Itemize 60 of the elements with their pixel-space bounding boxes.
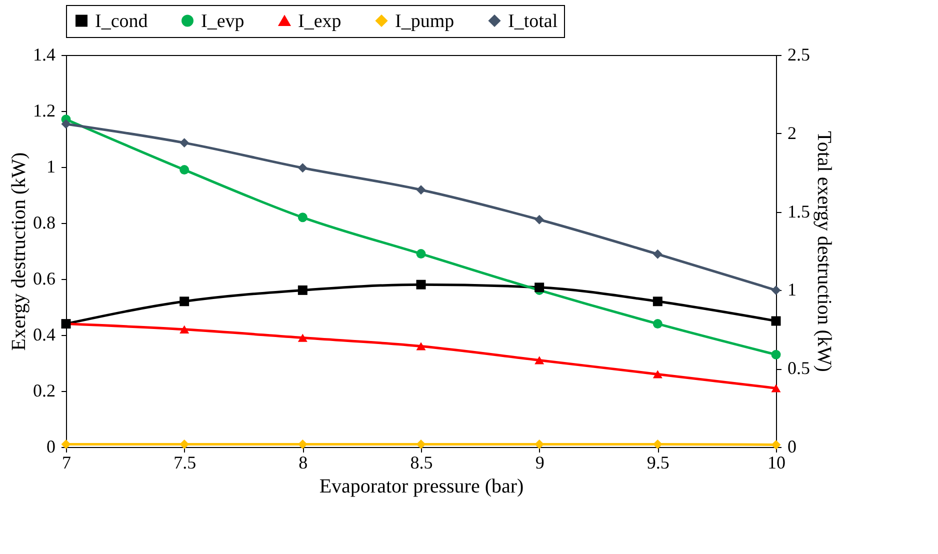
point bbox=[298, 334, 308, 342]
point bbox=[416, 249, 426, 259]
point bbox=[298, 212, 308, 222]
point bbox=[180, 296, 190, 306]
y-tick-label: 0.6 bbox=[33, 268, 56, 288]
x-tick-label: 7.5 bbox=[174, 452, 196, 472]
y2-axis-title: Total exergy destruction (kW) bbox=[813, 131, 835, 372]
legend-label: I_total bbox=[508, 10, 558, 32]
legend-label: I_pump bbox=[395, 10, 454, 32]
y-tick-label: 0 bbox=[46, 436, 56, 456]
point bbox=[652, 370, 662, 378]
point bbox=[652, 439, 662, 449]
point bbox=[180, 138, 190, 148]
legend-label: I_evp bbox=[201, 10, 244, 32]
point bbox=[771, 316, 781, 326]
y-tick-label: 0.8 bbox=[33, 212, 56, 232]
point bbox=[771, 285, 781, 295]
point bbox=[298, 163, 308, 173]
point bbox=[180, 325, 190, 334]
y2-tick-label: 2 bbox=[788, 122, 796, 143]
point bbox=[652, 296, 662, 306]
point bbox=[298, 285, 308, 295]
point bbox=[652, 249, 662, 259]
x-axis-title: Evaporator pressure (bar) bbox=[319, 476, 524, 498]
point bbox=[534, 214, 544, 224]
point bbox=[61, 119, 71, 129]
point bbox=[652, 319, 662, 329]
x-tick-label: 10 bbox=[768, 452, 786, 472]
y2-tick-label: 0 bbox=[788, 436, 796, 456]
x-tick-label: 8 bbox=[298, 452, 308, 472]
y-tick-label: 1.4 bbox=[33, 44, 56, 64]
legend-label: I_exp bbox=[298, 10, 342, 32]
point bbox=[534, 356, 544, 364]
y-tick-label: 1.2 bbox=[33, 100, 56, 120]
y2-tick-label: 1 bbox=[788, 280, 796, 300]
point bbox=[534, 439, 544, 449]
y-tick-label: 1 bbox=[46, 156, 56, 176]
point bbox=[61, 439, 71, 449]
y-tick-label: 0.2 bbox=[33, 380, 56, 400]
point bbox=[416, 185, 426, 195]
point bbox=[771, 384, 781, 392]
point bbox=[416, 342, 426, 350]
x-tick-label: 8.5 bbox=[410, 452, 433, 472]
point bbox=[180, 439, 190, 449]
point bbox=[416, 280, 426, 290]
point bbox=[771, 350, 781, 360]
y-tick-label: 0.4 bbox=[33, 324, 56, 344]
point bbox=[180, 165, 190, 175]
point bbox=[771, 440, 781, 450]
point bbox=[416, 439, 426, 449]
y2-tick-label: 1.5 bbox=[788, 201, 810, 222]
x-tick-label: 9 bbox=[535, 452, 544, 472]
x-tick-label: 7 bbox=[62, 452, 71, 472]
legend-label: I_cond bbox=[95, 10, 148, 32]
y2-tick-label: 0.5 bbox=[788, 358, 810, 378]
y-axis-title: Exergy destruction (kW) bbox=[8, 152, 30, 351]
point bbox=[534, 282, 544, 292]
y2-tick-label: 2.5 bbox=[788, 44, 810, 64]
point bbox=[298, 439, 308, 449]
x-tick-label: 9.5 bbox=[646, 452, 670, 472]
